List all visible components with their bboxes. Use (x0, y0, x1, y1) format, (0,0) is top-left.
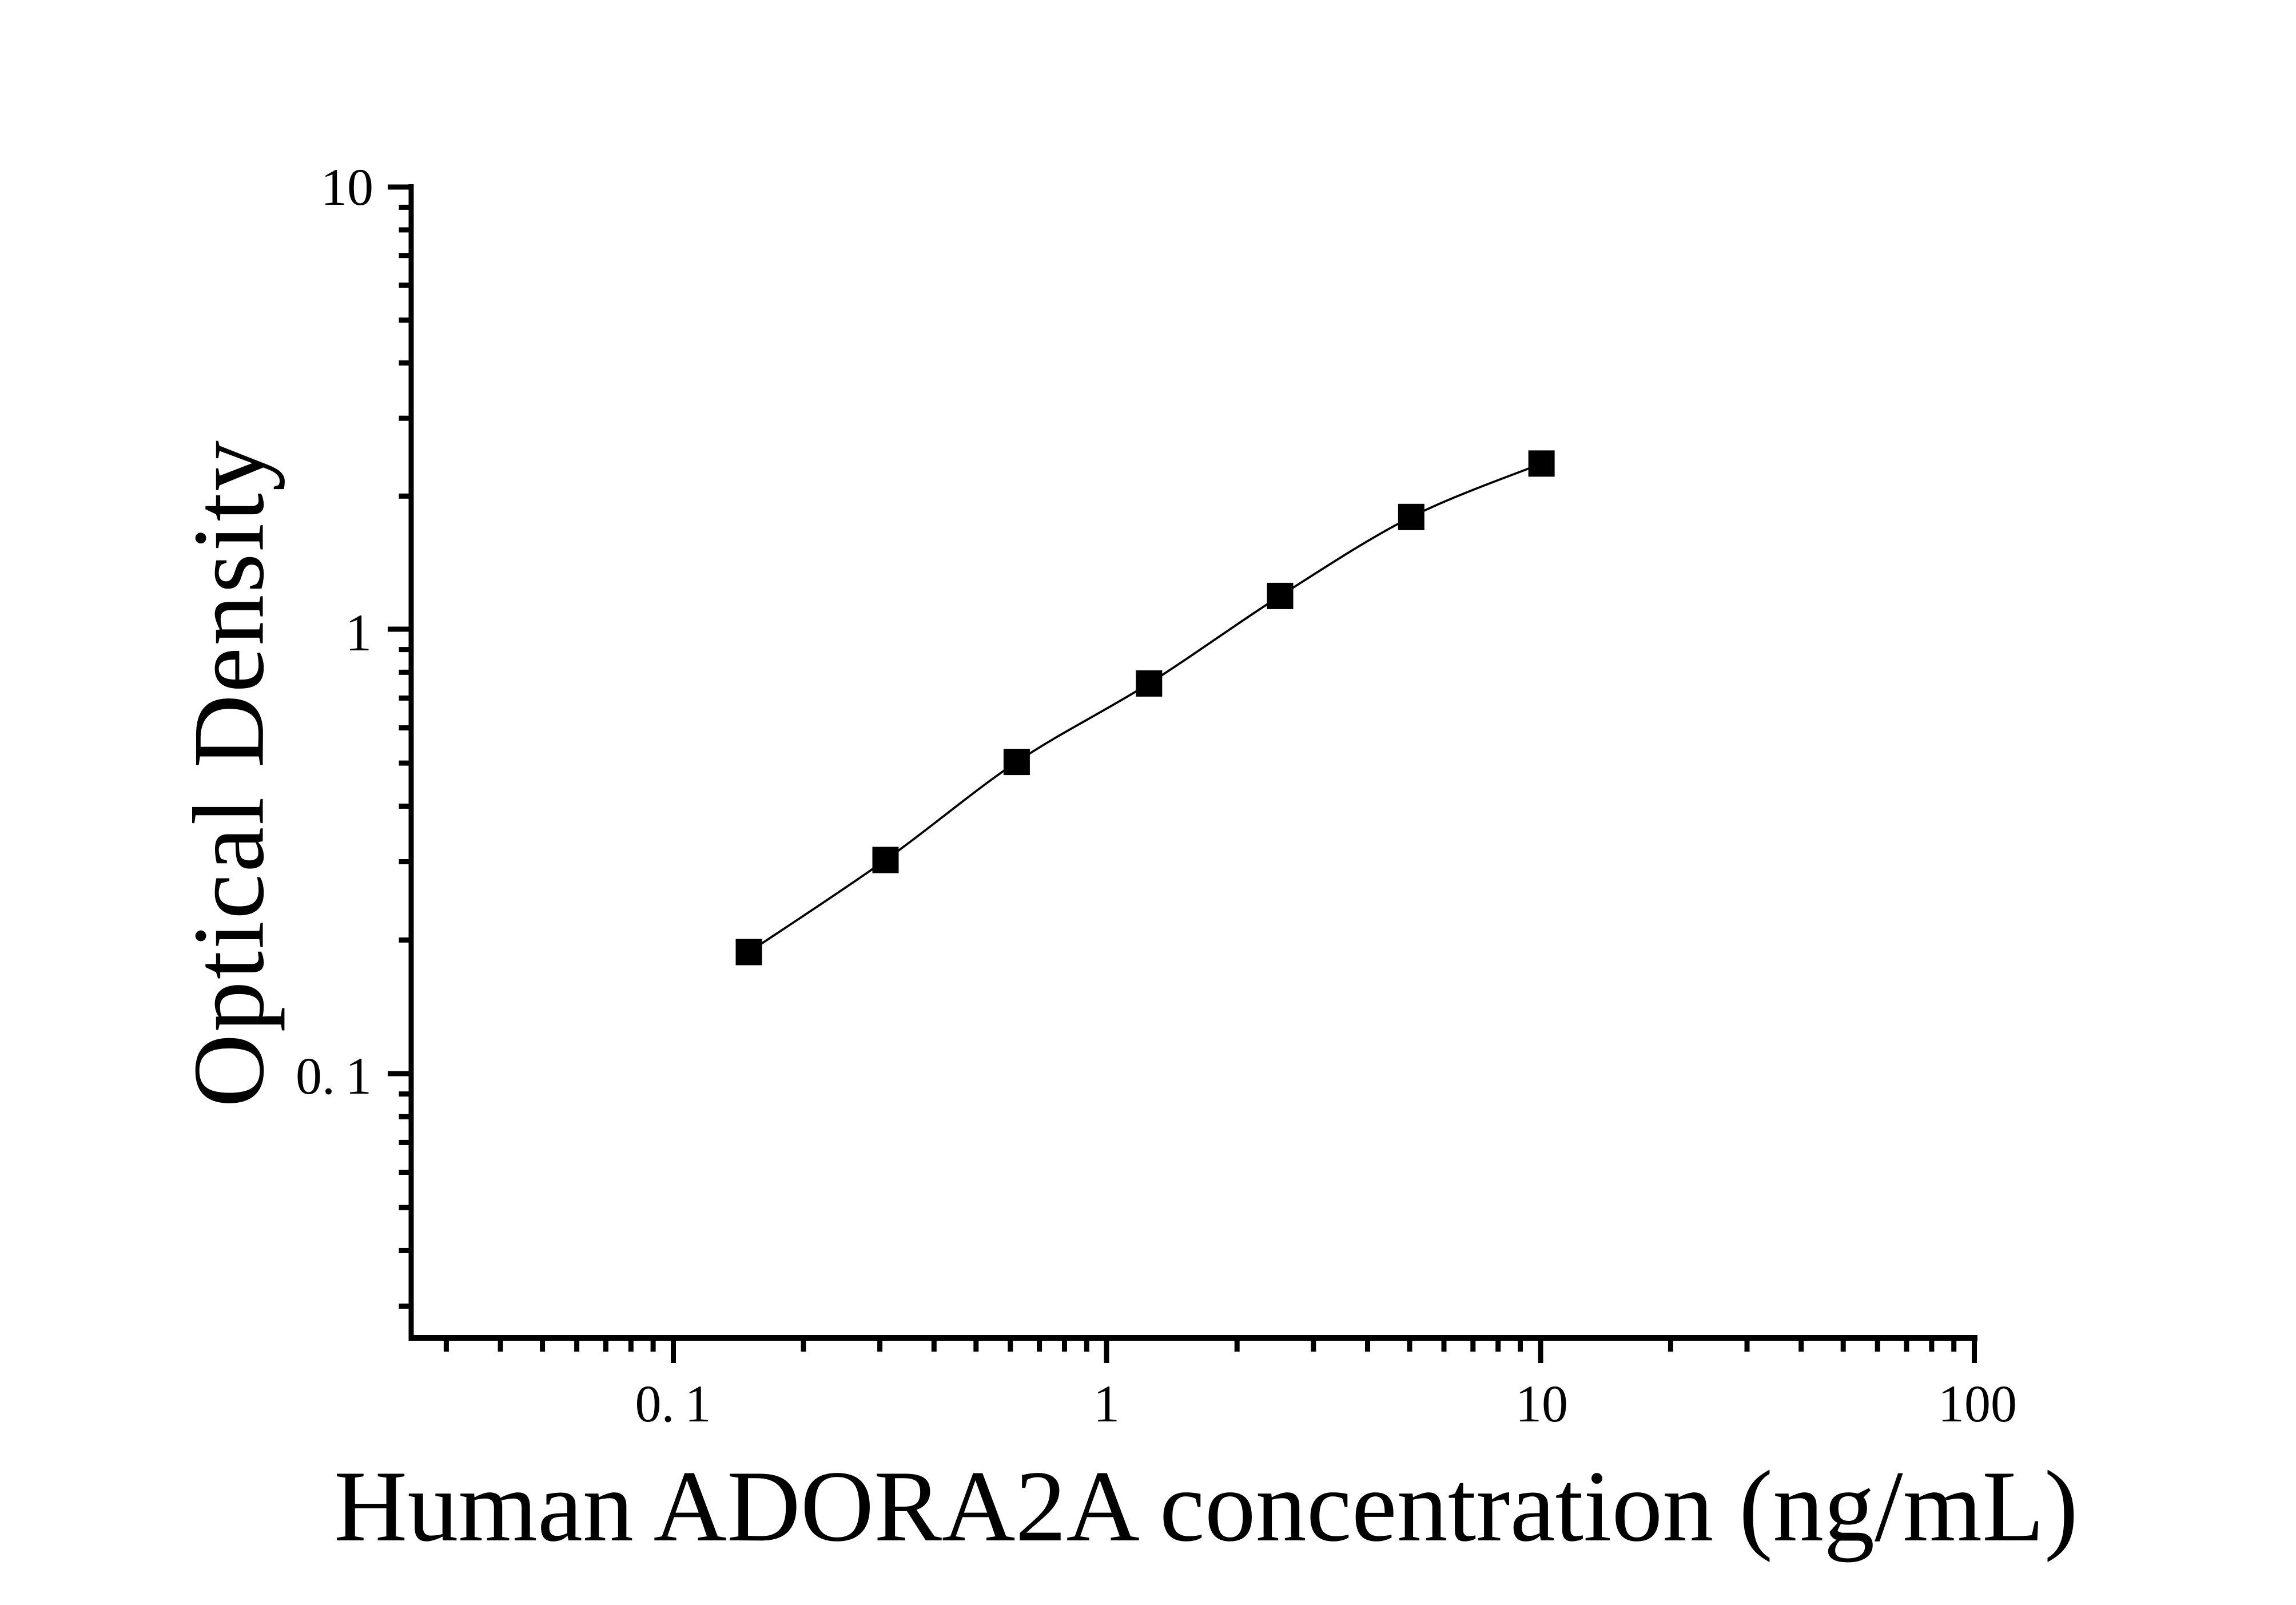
svg-text:100: 100 (1938, 1374, 2017, 1433)
svg-text:Human ADORA2A concentration (n: Human ADORA2A concentration (ng/mL) (334, 1449, 2078, 1563)
svg-text:1: 1 (1093, 1374, 1120, 1433)
svg-text:0.1: 0. 1 (635, 1374, 711, 1433)
svg-text:10: 10 (1515, 1374, 1568, 1433)
svg-text:Optical Density: Optical Density (172, 440, 285, 1107)
svg-text:10: 10 (321, 158, 373, 216)
svg-text:1: 1 (345, 603, 372, 662)
svg-text:0.1: 0. 1 (296, 1047, 372, 1105)
